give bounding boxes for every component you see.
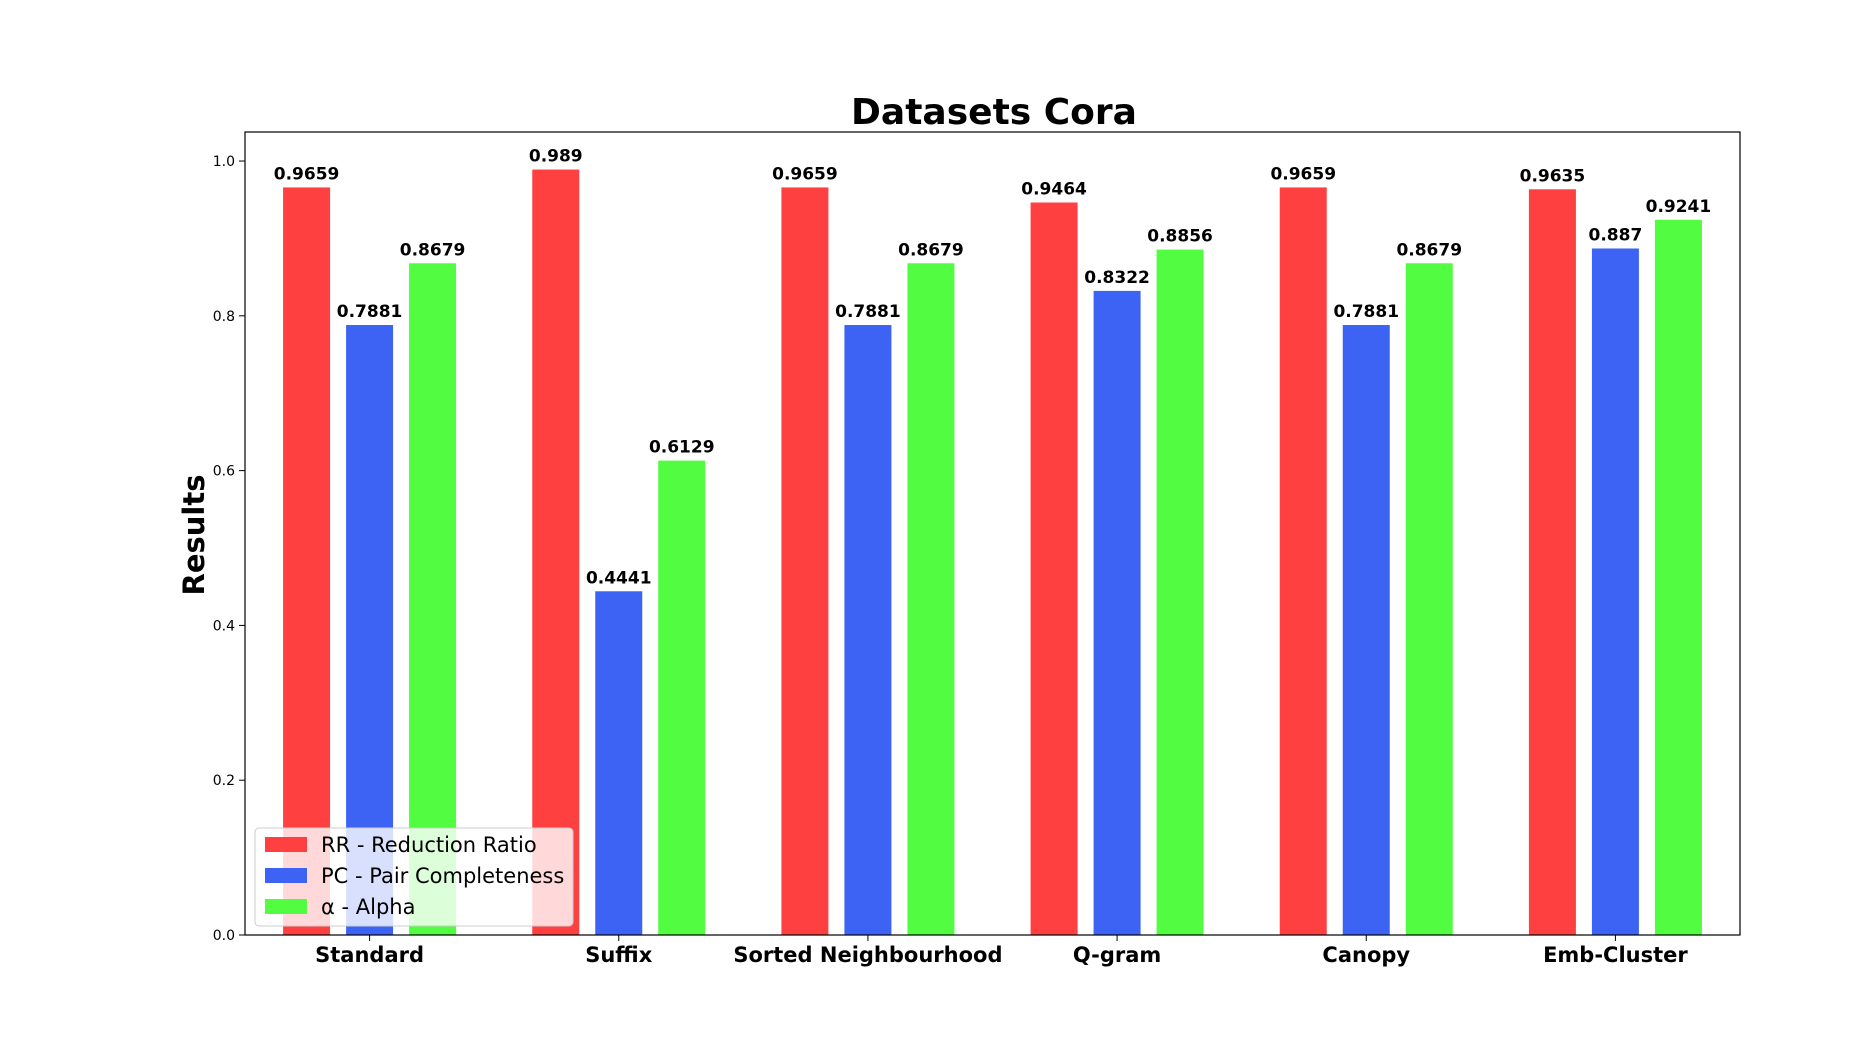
data-labels: 0.9659 0.7881 0.8679 0.989 0.4441 0.6129 0.965…: [274, 147, 1711, 589]
y-tick-label: 1.0: [213, 154, 235, 170]
bar-value-label: 0.9241: [1646, 197, 1712, 217]
bar: [1156, 249, 1204, 935]
bar: [595, 591, 643, 935]
bar: [1528, 189, 1576, 935]
bar: [1030, 202, 1078, 935]
bar: [1279, 187, 1327, 935]
bars: [283, 169, 1702, 936]
x-axis-ticks: Standard Suffix Sorted Neighbourhood Q-gram…: [315, 935, 1688, 967]
bar: [781, 187, 829, 935]
bar-value-label: 0.9659: [1270, 164, 1336, 184]
bar: [907, 263, 955, 935]
bar-value-label: 0.4441: [586, 568, 652, 588]
x-tick-label: Standard: [315, 943, 424, 967]
y-tick-label: 0.8: [213, 309, 235, 325]
bar-value-label: 0.6129: [649, 438, 715, 458]
bar: [1591, 248, 1639, 935]
bar: [1405, 263, 1453, 935]
bar: [283, 187, 331, 935]
bar-value-label: 0.8679: [898, 240, 964, 260]
bar: [1342, 325, 1390, 935]
bar-value-label: 0.9659: [772, 164, 838, 184]
x-tick-label: Emb-Cluster: [1543, 943, 1688, 967]
x-tick-label: Suffix: [585, 943, 652, 967]
bar: [1654, 219, 1702, 935]
y-tick-label: 0.4: [213, 618, 235, 634]
bar-value-label: 0.8322: [1084, 268, 1150, 288]
y-tick-label: 0.2: [213, 773, 235, 789]
plot-frame: [244, 131, 1741, 936]
y-tick-label: 0.6: [213, 464, 235, 480]
legend-entry-label: α - Alpha: [321, 895, 415, 919]
chart-title: Datasets Cora: [851, 92, 1137, 133]
bar: [1093, 290, 1141, 936]
legend-swatch: [265, 899, 307, 914]
bar-value-label: 0.9635: [1520, 166, 1586, 186]
bar-value-label: 0.7881: [1333, 302, 1399, 322]
bar-value-label: 0.8679: [1396, 240, 1462, 260]
bar-value-label: 0.9464: [1021, 180, 1087, 200]
bar-value-label: 0.989: [529, 147, 583, 167]
x-tick-label: Sorted Neighbourhood: [733, 943, 1002, 967]
y-tick-label: 0.0: [213, 928, 235, 944]
bar: [844, 325, 892, 935]
bar-value-label: 0.9659: [274, 164, 340, 184]
legend: RR - Reduction Ratio PC - Pair Completene…: [254, 827, 574, 927]
bar-value-label: 0.7881: [337, 302, 403, 322]
y-axis-label: Results: [177, 475, 211, 596]
legend-swatch: [265, 837, 307, 852]
legend-swatch: [265, 868, 307, 883]
bar-value-label: 0.8679: [400, 240, 466, 260]
bar: [409, 263, 457, 935]
legend-entry-label: RR - Reduction Ratio: [321, 833, 537, 857]
legend-box: [254, 827, 574, 927]
bar: [658, 460, 706, 935]
y-axis-ticks: 0.0 0.2 0.4 0.6 0.8 1.0: [213, 154, 245, 944]
bar: [532, 169, 580, 935]
bar-value-label: 0.8856: [1147, 227, 1213, 247]
x-tick-label: Canopy: [1322, 943, 1410, 967]
legend-entry-label: PC - Pair Completeness: [321, 864, 564, 888]
bar-value-label: 0.887: [1589, 225, 1643, 245]
x-tick-label: Q-gram: [1073, 943, 1161, 967]
bar-value-label: 0.7881: [835, 302, 901, 322]
